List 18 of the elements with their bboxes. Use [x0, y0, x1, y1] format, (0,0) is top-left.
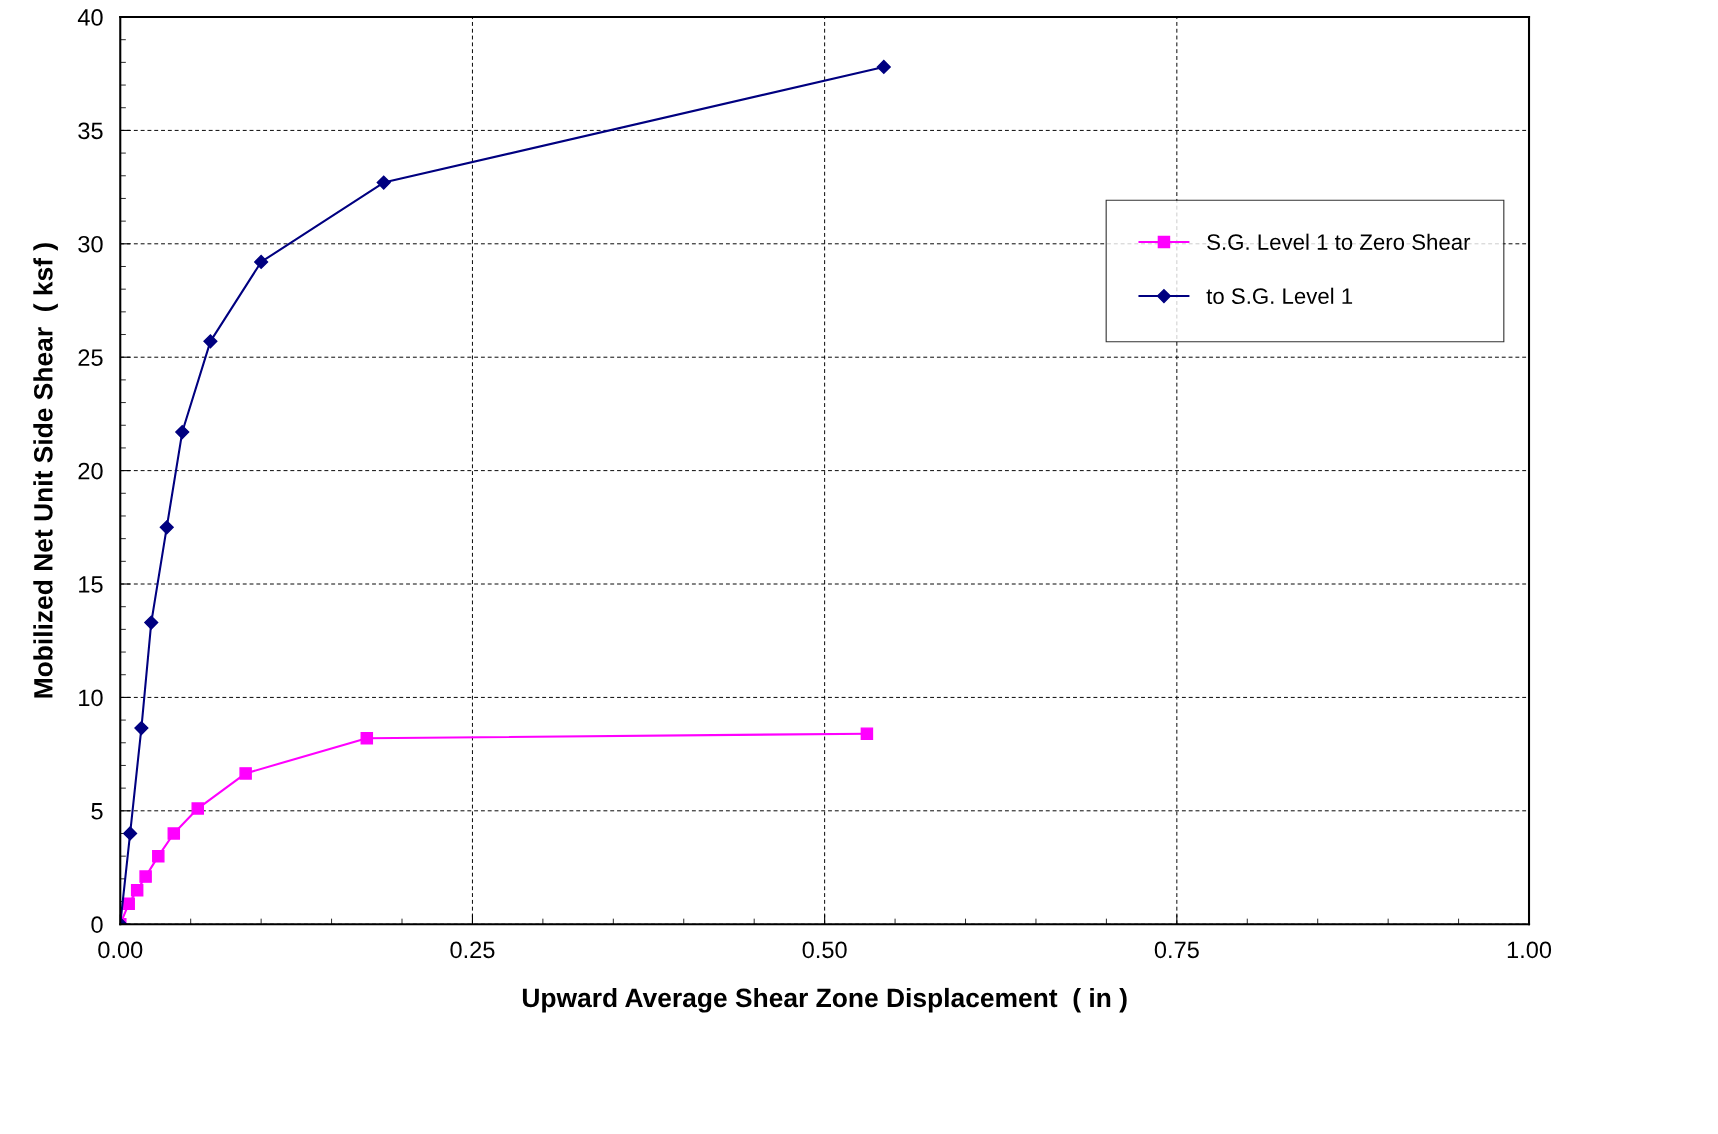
x-tick-label: 0.75	[1154, 941, 1199, 959]
y-axis-title: Mobilized Net Unit Side Shear ( ksf )	[33, 243, 58, 698]
x-tick-label: 0.50	[802, 941, 847, 959]
legend-label: to S.G. Level 1	[1206, 287, 1353, 305]
x-tick-label: 0.00	[98, 941, 143, 959]
y-tick-label: 30	[78, 235, 103, 253]
x-tick-label: 0.25	[450, 941, 495, 959]
legend-label: S.G. Level 1 to Zero Shear	[1207, 233, 1471, 250]
y-tick-label: 0	[91, 916, 103, 933]
y-tick-label: 20	[78, 462, 103, 480]
x-tick-label: 1.00	[1507, 941, 1552, 959]
y-tick-label: 40	[77, 9, 103, 26]
y-tick-label: 15	[79, 576, 103, 593]
y-tick-label: 5	[91, 803, 103, 820]
x-axis-title: Upward Average Shear Zone Displacement ( in )	[522, 987, 1127, 1013]
y-tick-label: 35	[78, 122, 103, 140]
y-tick-label: 25	[78, 349, 103, 366]
y-tick-label: 10	[79, 689, 103, 707]
